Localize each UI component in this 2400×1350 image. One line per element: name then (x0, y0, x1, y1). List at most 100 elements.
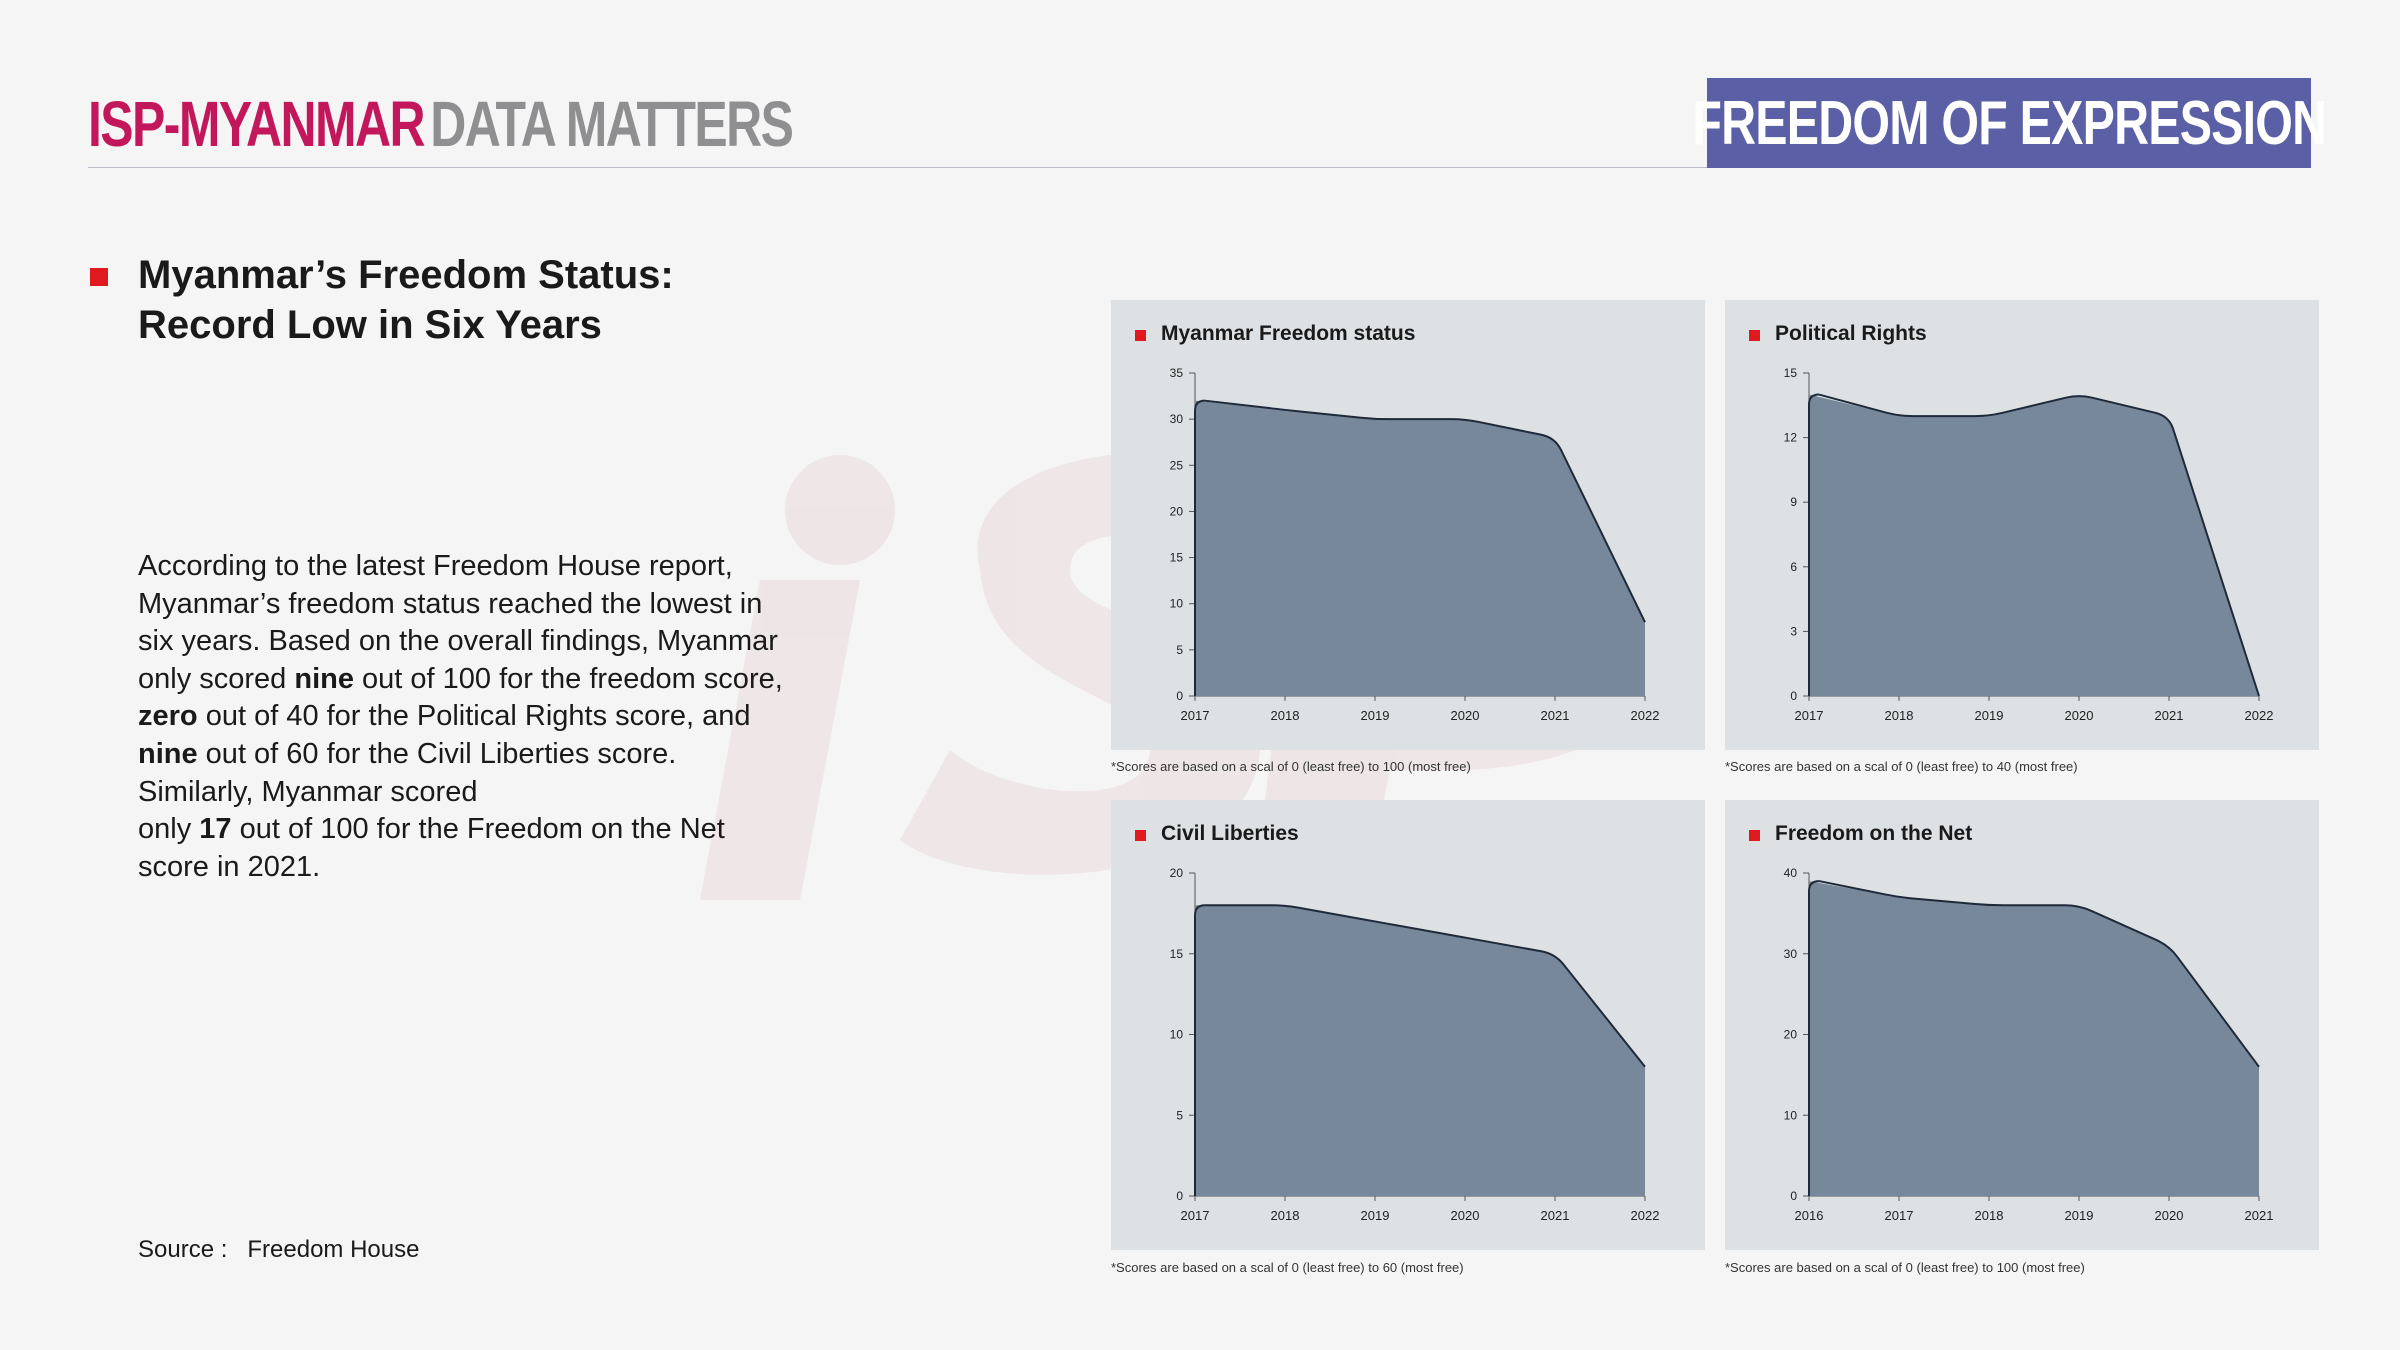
x-tick-label: 2021 (1541, 1208, 1570, 1223)
x-tick-label: 2019 (1975, 708, 2004, 723)
x-tick-label: 2021 (2245, 1208, 2274, 1223)
chart-footnote: *Scores are based on a scal of 0 (least … (1111, 1260, 1464, 1275)
topic-label: FREEDOM OF EXPRESSION (1692, 88, 2327, 158)
x-tick-label: 2020 (2155, 1208, 2184, 1223)
y-tick-label: 9 (1790, 495, 1797, 509)
area-corner (1194, 399, 1206, 411)
source-label: Source : (138, 1236, 228, 1263)
chart-title-bullet-icon (1135, 830, 1146, 841)
y-tick-label: 6 (1790, 560, 1797, 574)
y-tick-label: 15 (1784, 366, 1798, 380)
chart-panel-freedom-on-the-net: Freedom on the Net 0 10 20 30 40 2016 2017 2018… (1725, 800, 2319, 1250)
body-text-run: out of 60 for the Civil Liberties score. (197, 737, 677, 770)
brand-primary: ISP-MYANMAR (88, 88, 426, 160)
y-tick-label: 5 (1176, 1108, 1183, 1122)
headline-line-2: Record Low in Six Years (138, 303, 602, 347)
y-tick-label: 40 (1784, 866, 1798, 880)
chart-panel-political-rights: Political Rights 0 3 6 9 12 15 2017 2018 2019 202… (1725, 300, 2319, 750)
body-text-run: out of 100 for the Freedom on the Net (231, 813, 725, 846)
series-line (1205, 904, 1646, 1068)
series-line (1204, 399, 1646, 623)
y-tick-label: 0 (1790, 689, 1797, 703)
source-credit: Source : Freedom House (138, 1236, 419, 1264)
y-tick-label: 10 (1784, 1108, 1798, 1122)
page-title: Myanmar’s Freedom Status: Record Low in … (138, 250, 838, 350)
summary-paragraph: According to the latest Freedom House re… (138, 548, 818, 886)
body-line: nine out of 60 for the Civil Liberties s… (138, 736, 818, 774)
chart-title-bullet-icon (1135, 330, 1146, 341)
body-line: According to the latest Freedom House re… (138, 550, 733, 582)
y-tick-label: 20 (1170, 504, 1184, 518)
body-text-run: out of 100 for the freedom score, (353, 662, 783, 695)
chart-title: Freedom on the Net (1775, 822, 1973, 845)
chart-title-bullet-icon (1749, 830, 1760, 841)
brand-secondary: DATA MATTERS (430, 88, 794, 160)
area-corner (1808, 393, 1820, 405)
x-tick-label: 2016 (1795, 1208, 1824, 1223)
area-corner (1194, 904, 1206, 916)
x-tick-label: 2021 (1541, 708, 1570, 723)
y-tick-label: 3 (1790, 624, 1797, 638)
body-emphasis: 17 (199, 813, 232, 846)
y-tick-label: 0 (1790, 1189, 1797, 1203)
x-tick-label: 2020 (1451, 1208, 1480, 1223)
y-tick-label: 5 (1176, 643, 1183, 657)
headline-line-1: Myanmar’s Freedom Status: (138, 253, 674, 297)
y-tick-label: 0 (1176, 689, 1183, 703)
area-corner (1808, 880, 1820, 892)
chart-svg: 0 10 20 30 40 2016 2017 2018 2019 2020 2021 (1784, 866, 2274, 1223)
x-tick-label: 2018 (1271, 708, 1300, 723)
body-text-run: out of 40 for the Political Rights score… (197, 700, 751, 733)
y-tick-label: 35 (1170, 366, 1184, 380)
y-tick-label: 15 (1170, 551, 1184, 565)
headline-bullet-icon (90, 268, 108, 286)
chart-panel-civil-liberties: Civil Liberties 0 5 10 15 20 2017 2018 2019 2020… (1111, 800, 1705, 1250)
x-tick-label: 2018 (1271, 1208, 1300, 1223)
x-tick-label: 2019 (2065, 1208, 2094, 1223)
area-series (1195, 400, 1645, 696)
y-tick-label: 25 (1170, 458, 1184, 472)
x-tick-label: 2020 (2065, 708, 2094, 723)
area-series (1809, 881, 2259, 1196)
y-tick-label: 30 (1170, 412, 1184, 426)
chart-title: Civil Liberties (1161, 822, 1299, 845)
body-text-run: only scored (138, 662, 295, 695)
x-tick-label: 2020 (1451, 708, 1480, 723)
series-line (1818, 880, 2260, 1068)
chart-footnote: *Scores are based on a scal of 0 (least … (1111, 759, 1471, 774)
chart-svg: 0 5 10 15 20 2017 2018 2019 2020 2021 2022 (1170, 866, 1660, 1223)
y-tick-label: 15 (1170, 947, 1184, 961)
y-tick-label: 10 (1170, 1028, 1184, 1042)
chart-title: Myanmar Freedom status (1161, 322, 1416, 345)
y-tick-label: 12 (1784, 431, 1798, 445)
body-line: score in 2021. (138, 850, 321, 883)
body-line: only 17 out of 100 for the Freedom on th… (138, 811, 818, 849)
chart-title: Political Rights (1775, 322, 1927, 345)
y-tick-label: 0 (1176, 1189, 1183, 1203)
body-line: zero out of 40 for the Political Rights … (138, 698, 818, 736)
x-tick-label: 2018 (1885, 708, 1914, 723)
chart-svg: 0 5 10 15 20 25 30 35 2017 2018 2019 2020 2021 2022 (1170, 366, 1660, 723)
x-tick-label: 2017 (1181, 1208, 1210, 1223)
x-tick-label: 2019 (1361, 708, 1390, 723)
body-line: only scored nine out of 100 for the free… (138, 661, 818, 699)
area-series (1195, 905, 1645, 1196)
body-emphasis: nine (294, 662, 354, 695)
y-tick-label: 20 (1170, 866, 1184, 880)
source-value: Freedom House (247, 1236, 420, 1263)
series-line (1818, 393, 2260, 697)
chart-title-bullet-icon (1749, 330, 1760, 341)
chart-footnote: *Scores are based on a scal of 0 (least … (1725, 759, 2078, 774)
body-line: six years. Based on the overall findings… (138, 625, 778, 658)
body-text-run: only (138, 813, 200, 846)
y-tick-label: 10 (1170, 597, 1184, 611)
chart-panel-freedom-status: Myanmar Freedom status 0 5 10 15 20 25 30 35 201… (1111, 300, 1705, 750)
y-tick-label: 30 (1784, 947, 1798, 961)
body-emphasis: nine (138, 737, 198, 770)
x-tick-label: 2019 (1361, 1208, 1390, 1223)
y-tick-label: 20 (1784, 1028, 1798, 1042)
header-divider (88, 167, 1708, 168)
chart-svg: 0 3 6 9 12 15 2017 2018 2019 2020 2021 2022 (1784, 366, 2274, 723)
x-tick-label: 2022 (1631, 708, 1660, 723)
chart-footnote: *Scores are based on a scal of 0 (least … (1725, 1260, 2085, 1275)
